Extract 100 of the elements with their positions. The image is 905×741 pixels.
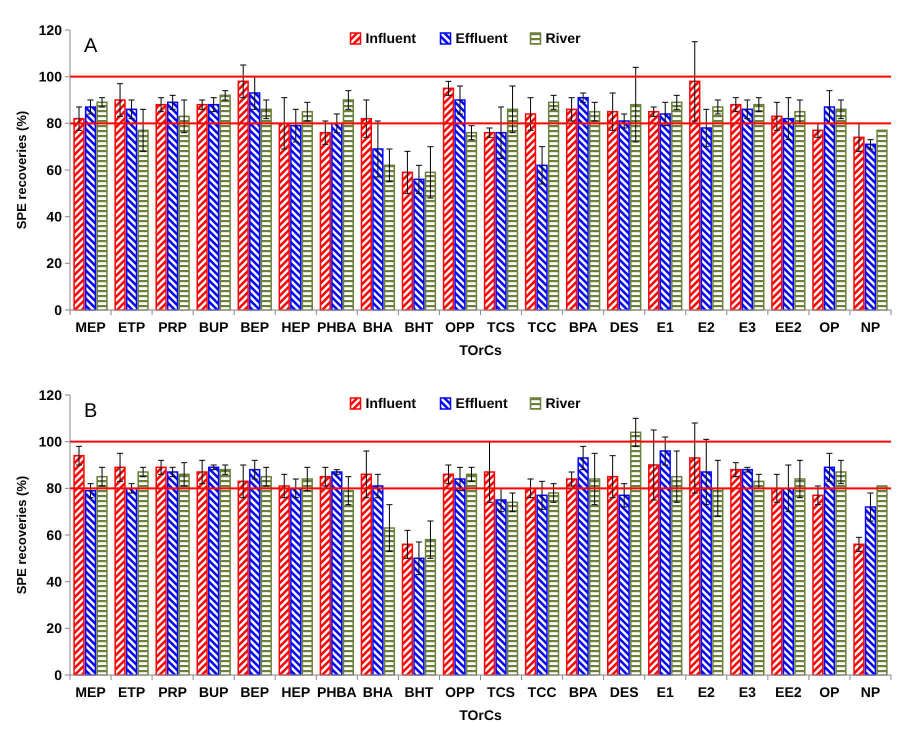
x-tick-label: PHBA xyxy=(316,319,357,335)
bar xyxy=(700,471,712,676)
annotation: A xyxy=(84,35,98,57)
x-tick-label: E1 xyxy=(656,319,674,335)
y-axis-title: SPE recoveries (%) xyxy=(14,110,29,230)
y-tick-label: 80 xyxy=(46,115,62,132)
bar xyxy=(178,474,190,676)
x-tick-label: TCC xyxy=(528,684,556,700)
bar xyxy=(742,108,753,311)
bar xyxy=(372,485,384,676)
y-axis-title: SPE recoveries (%) xyxy=(14,476,29,594)
x-tick-label: MEP xyxy=(75,684,106,700)
x-tick-label: MEP xyxy=(75,319,106,335)
bar xyxy=(495,499,507,676)
bar xyxy=(84,106,96,311)
bar xyxy=(876,485,888,676)
x-tick-label: BHT xyxy=(404,319,434,335)
bar xyxy=(835,471,847,676)
bar xyxy=(402,544,414,676)
bar xyxy=(166,471,178,676)
bar xyxy=(220,94,231,311)
y-tick-label: 60 xyxy=(46,162,62,178)
bar xyxy=(660,450,671,676)
bar xyxy=(220,468,231,676)
bar xyxy=(413,558,425,676)
bar xyxy=(126,108,138,311)
bar xyxy=(290,488,302,676)
bar xyxy=(589,110,600,311)
bar xyxy=(372,148,384,311)
bar xyxy=(712,106,724,311)
bar xyxy=(342,99,354,311)
bar xyxy=(618,120,630,311)
x-tick-label: BEP xyxy=(240,684,270,700)
x-tick-label: OPP xyxy=(445,684,475,700)
bar xyxy=(424,538,436,676)
bar xyxy=(96,102,108,311)
legend-label: Effluent xyxy=(456,394,508,411)
bar xyxy=(536,164,548,311)
bar xyxy=(249,92,260,311)
bar xyxy=(166,102,178,311)
bar xyxy=(208,466,220,676)
bar xyxy=(466,132,478,311)
bar xyxy=(495,132,507,311)
bar xyxy=(320,132,331,311)
x-tick-label: BHA xyxy=(362,684,394,700)
bar xyxy=(290,124,302,311)
bar xyxy=(506,502,518,676)
legend-label: River xyxy=(546,394,582,411)
bar xyxy=(302,110,313,311)
bar xyxy=(126,488,138,676)
x-tick-label: PRP xyxy=(158,684,188,700)
y-tick-label: 40 xyxy=(46,574,62,590)
legend-label: Effluent xyxy=(456,30,508,46)
bar xyxy=(589,478,600,676)
x-tick-label: NP xyxy=(860,684,880,700)
bar xyxy=(454,478,466,676)
x-tick-label: BUP xyxy=(198,684,228,700)
bar xyxy=(618,494,630,676)
x-tick-label: E3 xyxy=(738,684,756,700)
x-tick-label: BEP xyxy=(240,319,270,335)
y-tick-label: 100 xyxy=(38,68,62,85)
bar xyxy=(466,474,478,676)
x-tick-label: ETP xyxy=(118,684,146,700)
y-tick-label: 80 xyxy=(46,480,62,496)
x-tick-label: BHT xyxy=(404,684,434,700)
bar xyxy=(876,130,888,311)
bar xyxy=(331,471,342,676)
bar xyxy=(630,432,642,676)
bar xyxy=(782,118,794,311)
bar xyxy=(577,96,589,311)
bar xyxy=(384,527,396,676)
x-tick-label: DES xyxy=(610,319,639,335)
bar xyxy=(249,468,260,676)
bar xyxy=(424,172,436,311)
x-tick-label: TCS xyxy=(487,319,516,335)
bar xyxy=(853,544,865,676)
y-tick-label: 20 xyxy=(46,620,62,636)
bar xyxy=(824,466,836,676)
x-tick-label: HEP xyxy=(281,319,310,335)
bar xyxy=(864,506,876,676)
x-tick-label: E2 xyxy=(698,319,716,335)
bar xyxy=(853,136,865,311)
bar xyxy=(812,130,824,311)
bar xyxy=(753,480,764,676)
x-tick-label: EE2 xyxy=(775,319,802,335)
bar xyxy=(302,478,313,676)
bar xyxy=(84,490,96,676)
legend-label: River xyxy=(546,30,582,46)
bar xyxy=(96,476,108,676)
bar xyxy=(454,99,466,311)
bar xyxy=(794,110,806,311)
bar xyxy=(208,104,220,311)
y-tick-label: 20 xyxy=(46,255,62,272)
x-tick-label: HEP xyxy=(281,684,310,700)
bar xyxy=(506,108,518,311)
bar xyxy=(864,144,876,311)
x-tick-label: E2 xyxy=(698,684,716,700)
bar xyxy=(548,102,560,311)
bar xyxy=(782,488,794,676)
x-tick-label: PRP xyxy=(158,319,188,335)
